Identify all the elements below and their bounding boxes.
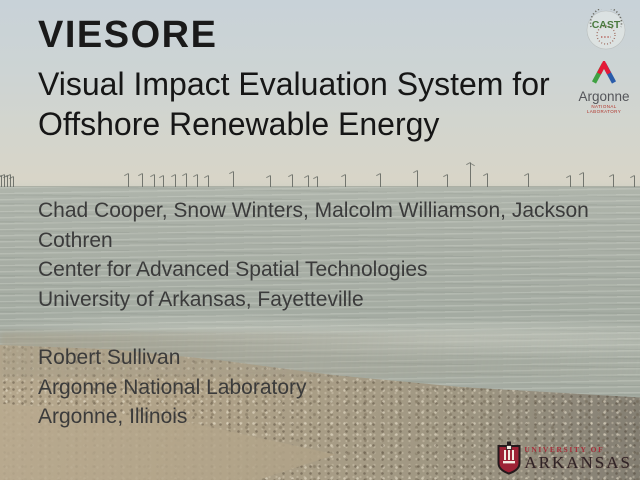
author-location: University of Arkansas, Fayetteville [38,287,364,311]
wind-turbine [566,174,571,187]
wind-turbine [266,174,271,187]
wind-turbine [466,161,475,187]
page-title: VIESORE [38,14,218,56]
wind-turbine [0,173,5,187]
wind-turbine [159,174,164,187]
authors-block: Chad Cooper, Snow Winters, Malcolm Willi… [38,196,630,314]
page-subtitle: Visual Impact Evaluation System for Offs… [38,66,550,142]
wind-turbine [304,174,309,187]
wind-turbine [6,173,11,187]
wind-turbine [124,172,129,187]
wind-turbine [443,173,448,187]
wind-turbine [3,174,8,187]
wind-turbine [630,174,635,187]
cast-logo-text: CAST [592,19,621,31]
cast-logo-icon: CAST [586,6,626,50]
wind-turbine [229,170,234,187]
wind-turbine [0,174,2,187]
author-names: Chad Cooper, Snow Winters, Malcolm Willi… [38,199,589,252]
argonne-logo-subtitle: NATIONAL LABORATORY [586,104,622,114]
wind-turbine [313,175,318,187]
argonne-logo: Argonne NATIONAL LABORATORY [574,59,634,115]
wind-turbine [413,169,418,187]
wind-turbine [171,173,176,187]
wind-turbine [341,173,346,187]
arkansas-logo: UNIVERSITY OF ARKANSAS [497,440,632,476]
wind-turbine [288,173,293,187]
wind-turbine [138,172,143,187]
arkansas-logo-line1: UNIVERSITY OF [524,444,605,454]
author-affiliation: Center for Advanced Spatial Technologies [38,258,428,281]
argonne-triangle-icon [591,59,617,84]
collaborator-name: Robert Sullivan [38,346,181,369]
shoreline-transition [0,332,640,378]
argonne-logo-name: Argonne [578,89,630,104]
title-block: VIESORE Visual Impact Evaluation System … [38,12,598,144]
collaborator-block: Robert Sullivan Argonne National Laborat… [38,343,630,432]
wind-turbine [193,173,198,187]
cast-logo: CAST [585,6,627,51]
wind-turbine [9,175,14,187]
wind-turbine [204,174,209,187]
sky-background [0,0,640,187]
arkansas-shield-icon [497,441,521,475]
wind-turbine [182,172,187,187]
collaborator-affiliation: Argonne National Laboratory [38,375,307,399]
wind-turbine [609,173,614,187]
wind-turbine [376,172,381,187]
collaborator-location: Argonne, Illinois [38,405,188,428]
wind-turbine [150,173,155,187]
wind-turbine [483,172,488,187]
wind-turbine [579,171,584,187]
arkansas-logo-line2: ARKANSAS [524,452,632,472]
wind-turbine [524,172,529,187]
